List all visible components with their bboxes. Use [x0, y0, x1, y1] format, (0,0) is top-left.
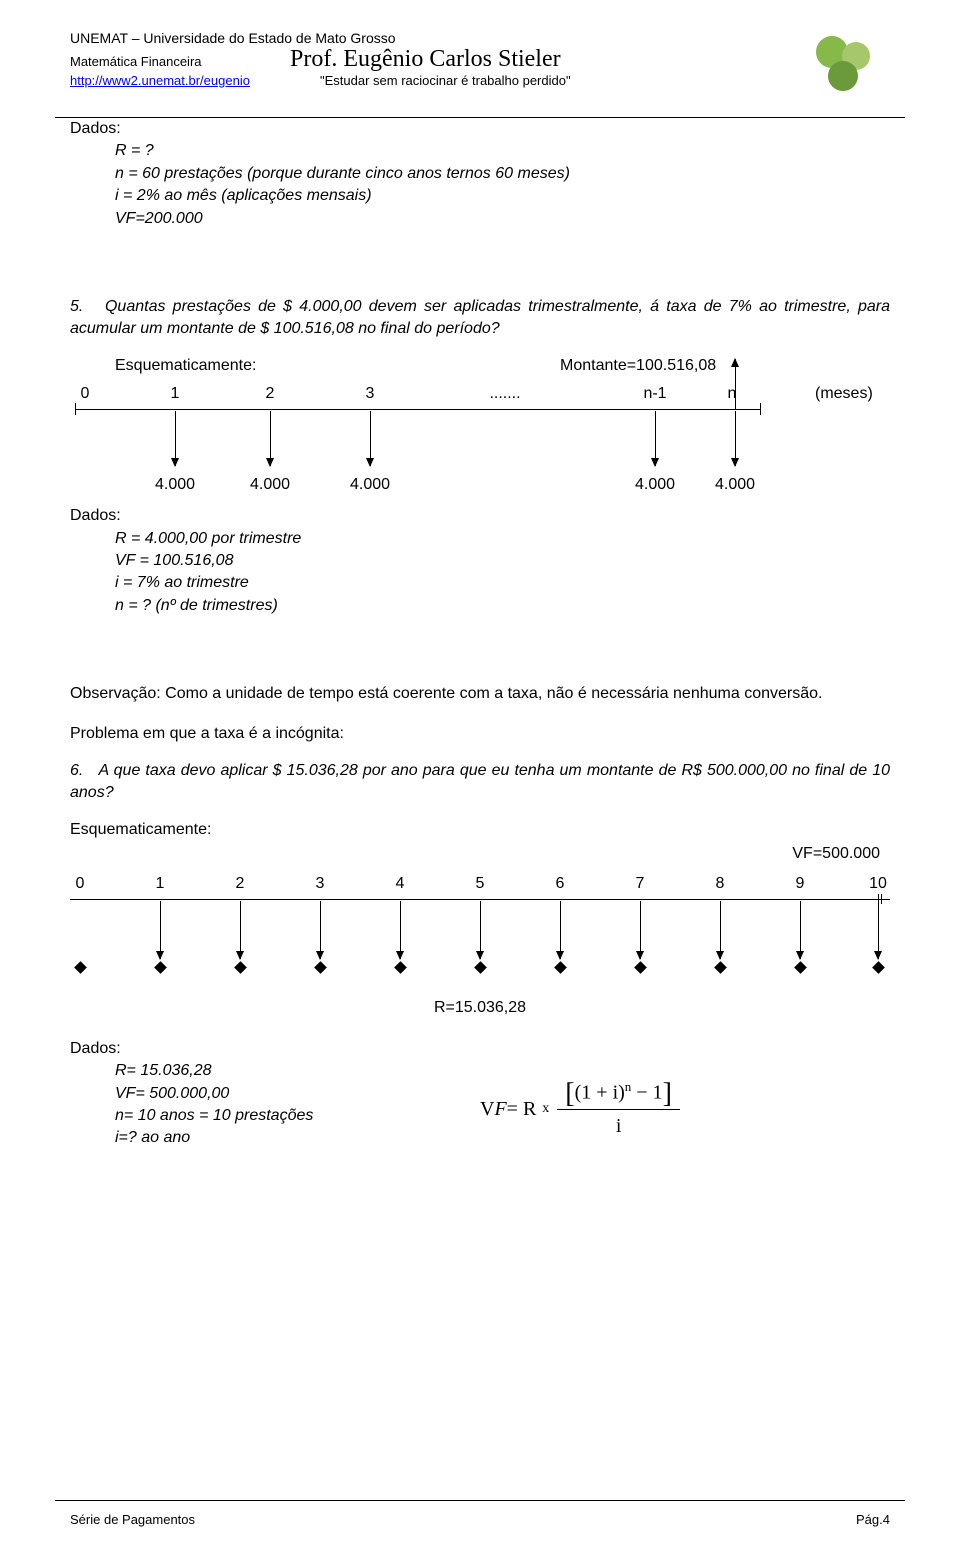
timeline-1: Montante=100.516,08 0 1 2 3 ....... n-1 …: [70, 381, 890, 491]
t2-top-10: 10: [869, 873, 887, 895]
t1-top-5: n-1: [643, 383, 666, 405]
vf500: VF=500.000: [70, 843, 890, 865]
timeline-2: 0 1 2 3 4 5 6 7 8 9 10: [70, 873, 890, 993]
t1-bot-1: 4.000: [250, 474, 290, 496]
t2-top-1: 1: [156, 873, 165, 895]
problem-label: Problema em que a taxa é a incógnita:: [70, 723, 890, 745]
footer-rule: [55, 1500, 905, 1501]
formula-bracket-open: [: [565, 1078, 574, 1109]
footer-left: Série de Pagamentos: [70, 1512, 195, 1527]
question-6: 6. A que taxa devo aplicar $ 15.036,28 p…: [70, 760, 890, 805]
formula: VF = R x [(1 + i)n − 1] i: [480, 1078, 676, 1140]
t1-bot-3: 4.000: [635, 474, 675, 496]
t2-top-8: 8: [716, 873, 725, 895]
t1-bot-0: 4.000: [155, 474, 195, 496]
dados2-l1: R = 4.000,00 por trimestre: [115, 528, 890, 550]
dados2-l2: VF = 100.516,08: [115, 550, 890, 572]
t1-top-4: .......: [489, 383, 520, 405]
formula-num-tail: − 1: [631, 1082, 662, 1104]
t1-top-0: 0: [81, 383, 90, 405]
t1-top-7: (meses): [815, 383, 873, 405]
dados3-title: Dados:: [70, 1038, 480, 1060]
formula-F: F: [494, 1095, 506, 1123]
dados3-l3: n= 10 anos = 10 prestações: [115, 1105, 480, 1127]
t1-top-6: n: [728, 383, 737, 405]
dados1-l3: i = 2% ao mês (aplicações mensais): [115, 185, 890, 207]
dados1-l1: R = ?: [115, 140, 890, 162]
observacao: Observação: Como a unidade de tempo está…: [70, 683, 890, 705]
t1-bot-4: 4.000: [715, 474, 755, 496]
formula-den: i: [557, 1109, 680, 1140]
t2-top-5: 5: [476, 873, 485, 895]
dados1-l2: n = 60 prestações (porque durante cinco …: [115, 163, 890, 185]
formula-num-inner: (1 + i): [575, 1082, 625, 1104]
t2-top-2: 2: [236, 873, 245, 895]
header-subject: Matemática Financeira: [70, 54, 290, 69]
t2-top-0: 0: [76, 873, 85, 895]
question-5: 5. Quantas prestações de $ 4.000,00 deve…: [70, 296, 890, 341]
footer-right: Pág.4: [856, 1512, 890, 1527]
header-motto: "Estudar sem raciocinar é trabalho perdi…: [320, 73, 571, 88]
formula-eq: = R: [507, 1095, 537, 1123]
formula-V: V: [480, 1095, 494, 1123]
dados3-l4: i=? ao ano: [115, 1127, 480, 1149]
dados3-l2: VF= 500.000,00: [115, 1083, 480, 1105]
header-url[interactable]: http://www2.unemat.br/eugenio: [70, 73, 320, 88]
t1-top-3: 3: [366, 383, 375, 405]
dados3-l1: R= 15.036,28: [115, 1060, 480, 1082]
montante-label: Montante=100.516,08: [560, 355, 716, 377]
header-rule: [55, 117, 905, 118]
dados1-l4: VF=200.000: [115, 208, 890, 230]
header-university: UNEMAT – Universidade do Estado de Mato …: [70, 30, 890, 46]
t1-bot-2: 4.000: [350, 474, 390, 496]
t1-top-1: 1: [171, 383, 180, 405]
dados2-title: Dados:: [70, 505, 890, 527]
t2-top-9: 9: [796, 873, 805, 895]
formula-bracket-close: ]: [663, 1078, 672, 1109]
t2-top-4: 4: [396, 873, 405, 895]
dados2-l3: i = 7% ao trimestre: [115, 572, 890, 594]
t2-top-3: 3: [316, 873, 325, 895]
logo-icon: [810, 30, 880, 100]
t2-top-6: 6: [556, 873, 565, 895]
esquematicamente-2: Esquematicamente:: [70, 819, 890, 841]
dados1-title: Dados:: [70, 118, 890, 140]
t1-top-2: 2: [266, 383, 275, 405]
t2-top-7: 7: [636, 873, 645, 895]
dados2-l4: n = ? (nº de trimestres): [115, 595, 890, 617]
formula-x: x: [542, 1099, 549, 1119]
t2-r-label: R=15.036,28: [70, 997, 890, 1019]
header-professor: Prof. Eugênio Carlos Stieler: [290, 46, 561, 73]
esquematicamente-1: Esquematicamente:: [115, 355, 890, 377]
